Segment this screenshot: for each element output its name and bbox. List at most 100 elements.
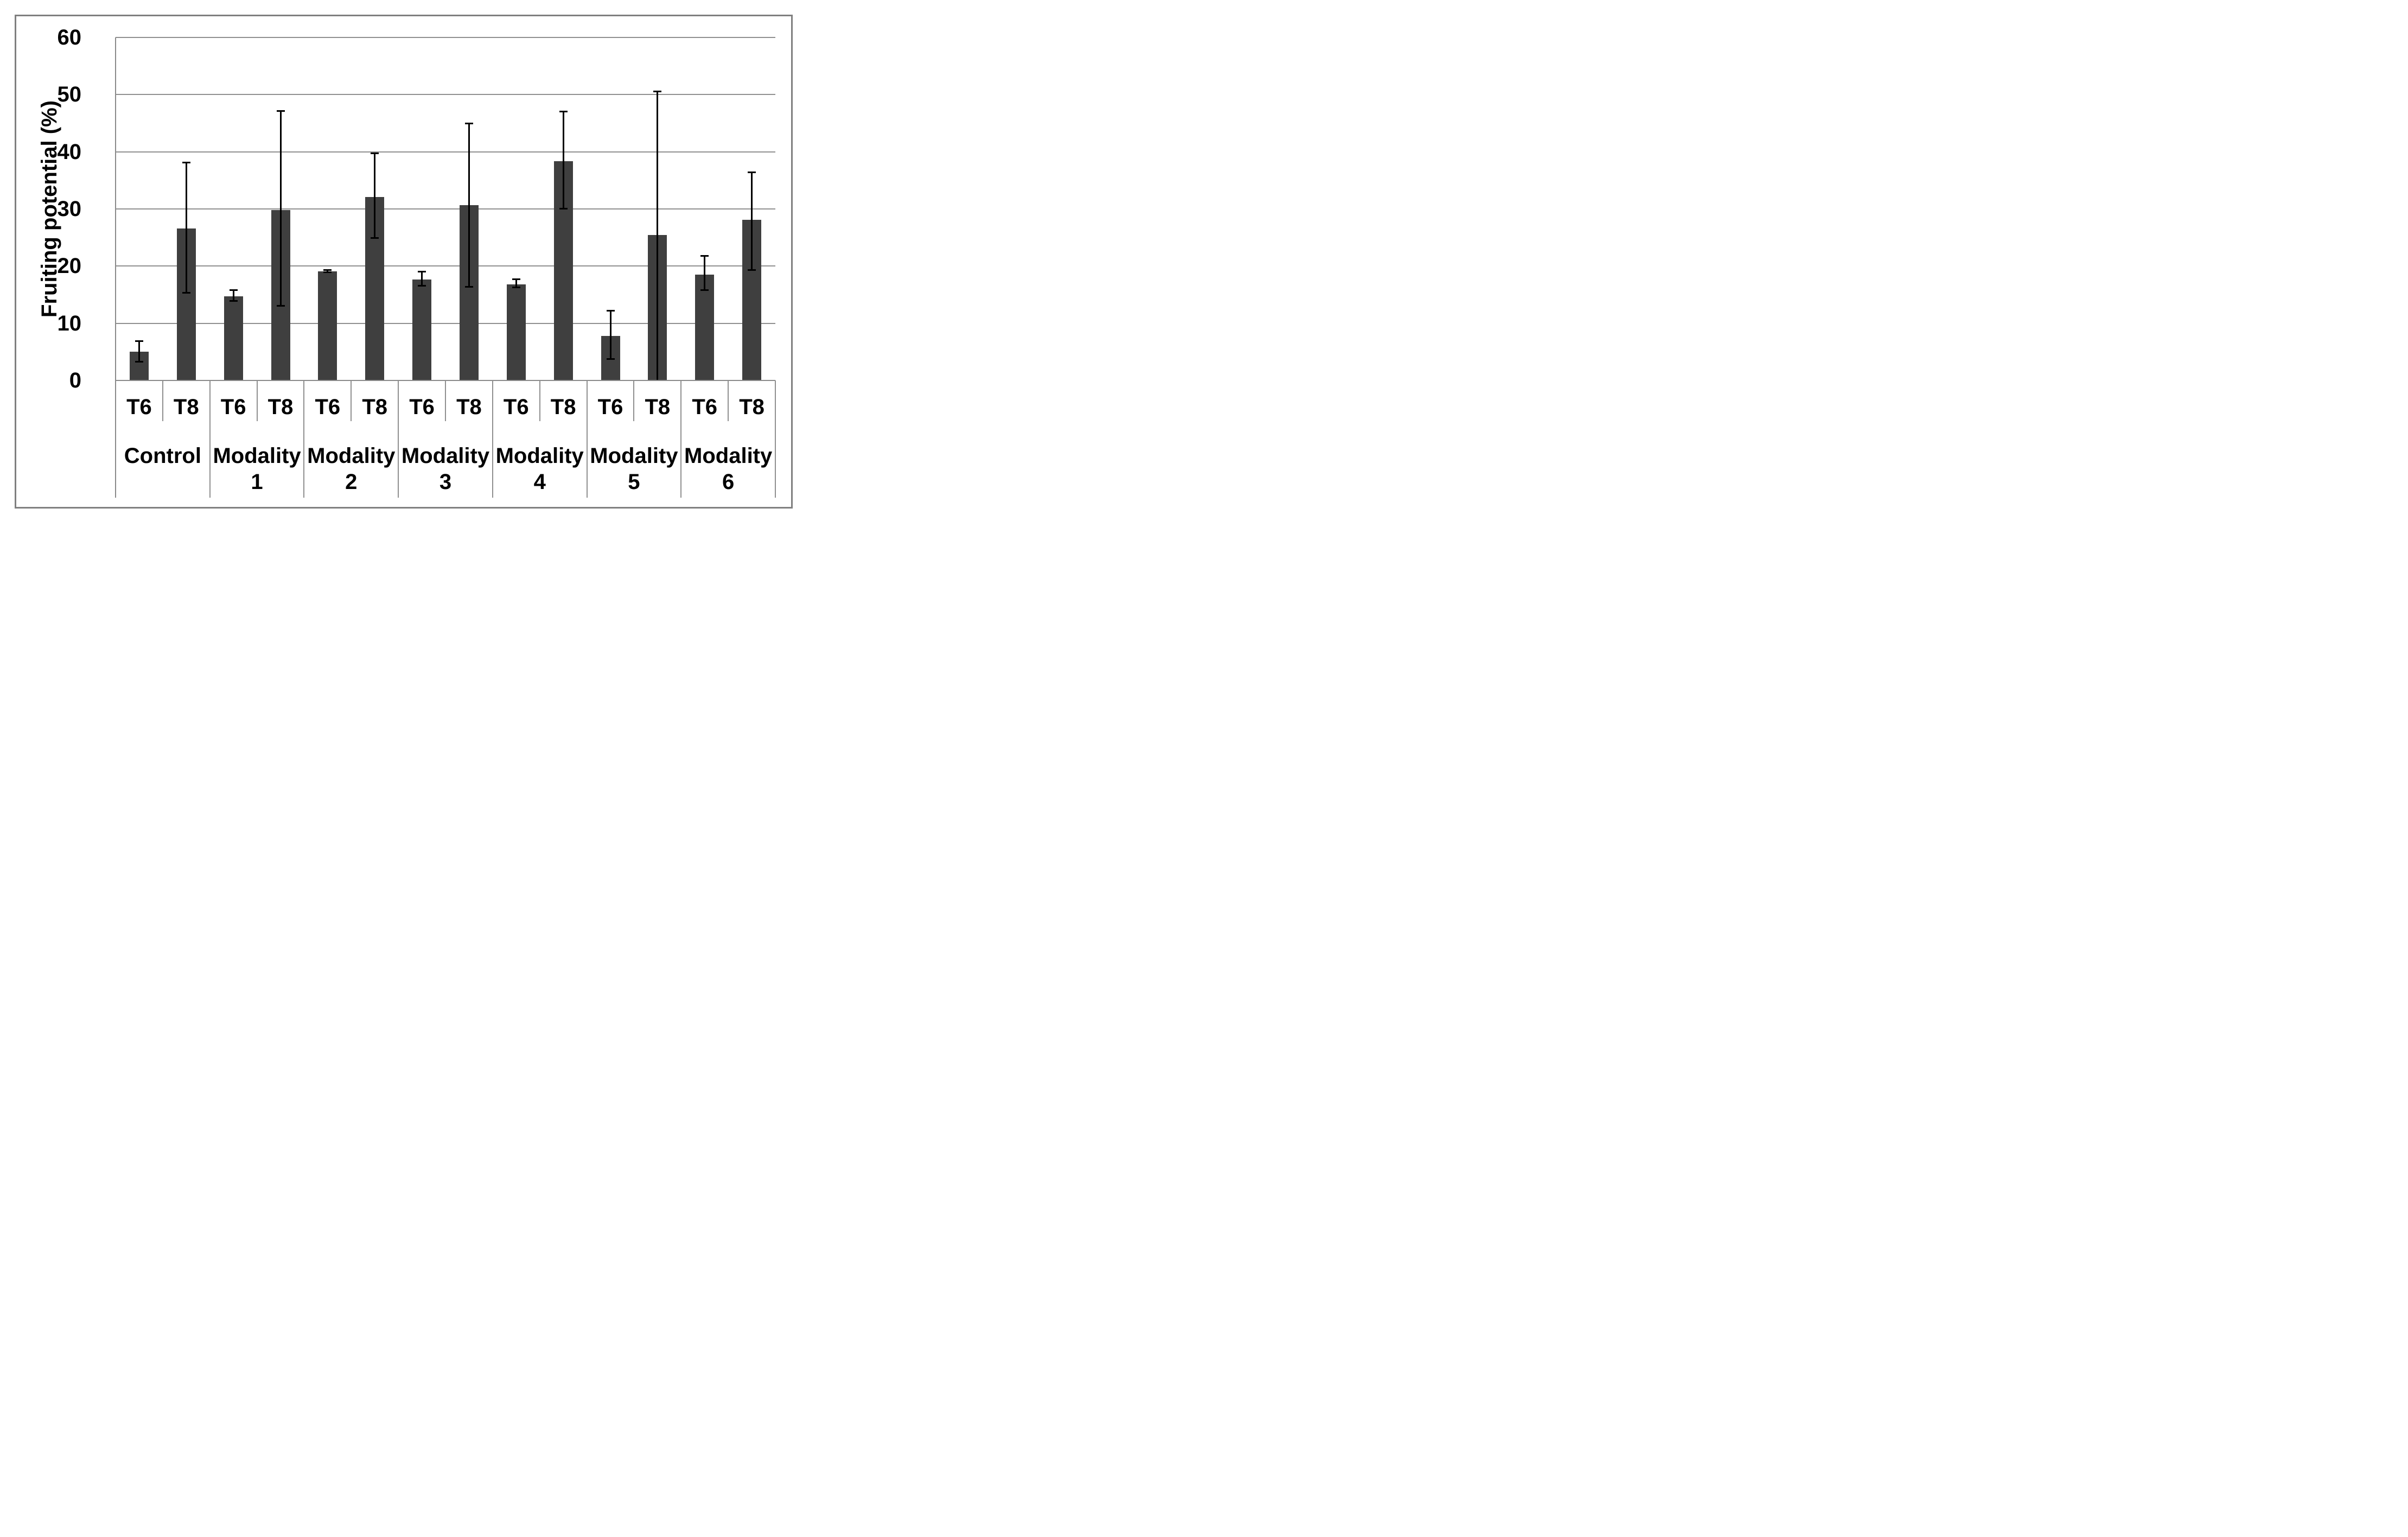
error-bar-line (704, 256, 706, 290)
subcategory-separator (256, 380, 258, 421)
figure-border (15, 15, 793, 509)
error-bar-line (138, 341, 140, 363)
category-label-line: 5 (628, 470, 640, 494)
error-bar-cap-high (229, 289, 238, 291)
category-label-line: Control (124, 444, 201, 468)
y-tick-label: 10 (57, 311, 82, 335)
category-label-line: 2 (345, 470, 358, 494)
category-label-line: 4 (533, 470, 546, 494)
error-bar-cap-low (559, 208, 568, 209)
subcategory-label: T6 (126, 395, 152, 419)
error-bar-line (327, 269, 329, 272)
error-bar-cap-high (323, 269, 332, 271)
error-bar-cap-low (606, 358, 615, 360)
category-separator (586, 380, 588, 498)
gridline-y-10 (116, 322, 775, 324)
subcategory-label: T6 (220, 395, 246, 419)
subcategory-separator (633, 380, 635, 421)
subcategory-label: T8 (362, 395, 388, 419)
category-label: Modality 2 (304, 443, 398, 495)
subcategory-label: T8 (456, 395, 482, 419)
error-bar-cap-low (700, 289, 709, 291)
chart-figure: Fruiting potential (%) 0 10 20 30 40 50 60 T6 T… (0, 0, 803, 512)
category-label-line: Modality (495, 444, 584, 468)
gridline-y-50 (116, 94, 775, 96)
category-label-line: Modality (307, 444, 396, 468)
y-tick-label: 40 (57, 139, 82, 164)
subcategory-label: T8 (739, 395, 765, 419)
error-bar-cap-low (276, 305, 285, 307)
category-label: Modality 5 (587, 443, 681, 495)
error-bar-cap-high (276, 110, 285, 112)
error-bar-cap-high (700, 255, 709, 257)
subcategory-separator (728, 380, 729, 421)
error-bar-cap-low (229, 300, 238, 302)
category-label: Control (116, 443, 210, 469)
error-bar-cap-low (464, 286, 473, 288)
category-label-line: 1 (251, 470, 263, 494)
y-tick-label: 30 (57, 197, 82, 221)
gridline-y-40 (116, 151, 775, 153)
bar-t6-2 (318, 271, 337, 380)
y-axis-line (115, 37, 116, 498)
category-label: Modality 1 (210, 443, 304, 495)
subcategory-separator (445, 380, 446, 421)
category-label-line: Modality (213, 444, 301, 468)
category-separator (398, 380, 399, 498)
category-label-line: 3 (439, 470, 452, 494)
y-tick-label: 20 (57, 254, 82, 278)
category-label-line: Modality (590, 444, 678, 468)
subcategory-label: T8 (267, 395, 294, 419)
error-bar-cap-high (464, 123, 473, 124)
gridline-y-60 (116, 37, 775, 38)
error-bar-line (609, 310, 611, 360)
subcategory-separator (162, 380, 163, 421)
error-bar-cap-low (135, 361, 143, 363)
error-bar-cap-high (512, 278, 520, 280)
error-bar-line (185, 162, 187, 293)
subcategory-label: T8 (645, 395, 671, 419)
error-bar-cap-low (323, 271, 332, 273)
error-bar-line (562, 111, 564, 209)
category-label: Modality 3 (398, 443, 493, 495)
category-label: Modality 6 (681, 443, 775, 495)
error-bar-cap-high (182, 161, 190, 163)
error-bar-cap-low (748, 269, 756, 271)
category-label-line: 6 (722, 470, 735, 494)
error-bar-cap-low (182, 291, 190, 294)
error-bar-line (374, 153, 376, 238)
y-tick-label: 0 (69, 369, 81, 392)
error-bar-line (468, 123, 470, 288)
error-bar-line (279, 110, 282, 307)
error-bar-line (515, 278, 517, 288)
error-bar-line (421, 271, 423, 287)
error-bar-line (657, 91, 659, 380)
subcategory-label: T8 (173, 395, 199, 419)
y-tick-label: 50 (57, 82, 82, 107)
category-label-line: Modality (684, 444, 773, 468)
error-bar-cap-high (606, 310, 615, 312)
gridline-y-20 (116, 265, 775, 267)
subcategory-label: T6 (692, 395, 718, 419)
error-bar-cap-high (653, 91, 662, 92)
subcategory-separator (351, 380, 352, 421)
bar-t6-1 (224, 296, 243, 380)
bar-t6-6 (695, 275, 715, 380)
bar-t6-4 (506, 284, 526, 380)
error-bar-cap-high (371, 152, 379, 154)
y-tick-label: 60 (57, 26, 82, 49)
error-bar-cap-low (371, 237, 379, 239)
category-separator (303, 380, 305, 498)
subcategory-label: T6 (409, 395, 435, 419)
subcategory-label: T8 (550, 395, 576, 419)
error-bar-line (232, 289, 234, 301)
bar-t6-3 (412, 279, 432, 380)
error-bar-line (751, 172, 753, 270)
error-bar-cap-high (748, 171, 756, 173)
error-bar-cap-high (418, 270, 426, 272)
category-label: Modality 4 (493, 443, 587, 495)
error-bar-cap-high (135, 340, 143, 342)
subcategory-separator (539, 380, 540, 421)
category-separator (775, 380, 776, 498)
subcategory-label: T6 (597, 395, 623, 419)
